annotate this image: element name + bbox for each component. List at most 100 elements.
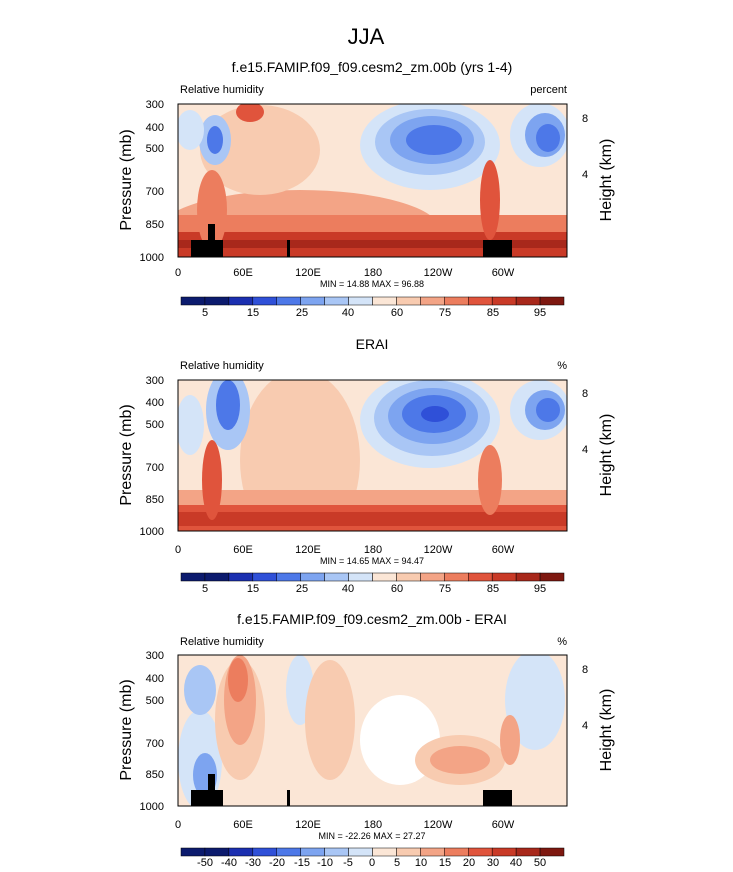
colorbar-box — [348, 847, 373, 857]
colorbar-label: 25 — [296, 307, 308, 319]
y-tick-label: 1000 — [140, 526, 164, 538]
colorbar-label: 85 — [487, 583, 499, 595]
y-tick-label: 500 — [146, 695, 164, 707]
colorbar-label: -5 — [343, 857, 353, 869]
colorbar-box — [539, 847, 565, 857]
y-tick-label: 300 — [146, 650, 164, 662]
colorbar-box — [276, 847, 301, 857]
land-mask — [483, 790, 512, 806]
y-tick-label: 500 — [146, 143, 164, 155]
y-tick-label: 500 — [146, 419, 164, 431]
x-tick-label: 120W — [424, 544, 453, 556]
colorbar-label: 40 — [342, 583, 354, 595]
y2-tick-label: 4 — [582, 720, 588, 732]
colorbar-box — [300, 296, 325, 306]
variable-label: Relative humidity — [180, 360, 264, 372]
colorbar-box — [444, 296, 469, 306]
colorbar-box — [372, 296, 397, 306]
panel-obs: ERAI Relative humidity % 0 60E — [118, 336, 615, 595]
y-tick-labels: 300 400 500 700 850 1000 — [140, 375, 164, 538]
colorbar-box — [204, 847, 230, 857]
y-tick-label: 400 — [146, 397, 164, 409]
min-max-stats: MIN = 14.88 MAX = 96.88 — [320, 279, 424, 289]
panel-model: f.e15.FAMIP.f09_f09.cesm2_zm.00b (yrs 1-… — [118, 59, 615, 319]
colorbar-box — [420, 572, 445, 582]
panel-title: f.e15.FAMIP.f09_f09.cesm2_zm.00b (yrs 1-… — [232, 59, 513, 75]
colorbar-label: 20 — [463, 857, 475, 869]
y-tick-label: 400 — [146, 122, 164, 134]
y-axis-label: Pressure (mb) — [118, 129, 135, 230]
colorbar-box — [300, 572, 325, 582]
colorbar — [180, 572, 565, 582]
colorbar-box — [468, 847, 493, 857]
y-axis-label: Pressure (mb) — [118, 679, 135, 780]
colorbar-label: 30 — [487, 857, 499, 869]
y2-tick-labels: 8 4 — [582, 664, 588, 732]
y2-tick-label: 4 — [582, 444, 588, 456]
colorbar-box — [420, 847, 445, 857]
colorbar — [180, 847, 565, 857]
y2-tick-label: 4 — [582, 169, 588, 181]
colorbar-box — [180, 296, 206, 306]
colorbar-label: -40 — [221, 857, 237, 869]
colorbar-box — [491, 572, 517, 582]
y-tick-label: 700 — [146, 738, 164, 750]
x-tick-label: 60E — [233, 544, 253, 556]
x-tick-labels: 0 60E 120E 180 120W 60W — [175, 544, 515, 556]
colorbar-box — [180, 847, 206, 857]
y-tick-labels: 300 400 500 700 850 1000 — [140, 99, 164, 264]
x-tick-label: 60W — [492, 267, 515, 279]
colorbar-label: -20 — [269, 857, 285, 869]
land-mask — [483, 240, 512, 257]
panel-diff: f.e15.FAMIP.f09_f09.cesm2_zm.00b - ERAI … — [118, 611, 615, 869]
colorbar-box — [444, 847, 469, 857]
min-max-stats: MIN = 14.65 MAX = 94.47 — [320, 556, 424, 566]
y-tick-labels: 300 400 500 700 850 1000 — [140, 650, 164, 813]
y-tick-label: 700 — [146, 186, 164, 198]
x-tick-label: 120E — [295, 544, 321, 556]
variable-label: Relative humidity — [180, 636, 264, 648]
contour-field — [178, 380, 567, 531]
colorbar-label: 95 — [534, 307, 546, 319]
colorbar-box — [228, 296, 254, 306]
plot-frame — [177, 379, 568, 532]
colorbar-label: 0 — [369, 857, 375, 869]
colorbar-label: 15 — [247, 583, 259, 595]
colorbar-box — [252, 847, 277, 857]
colorbar-label: 5 — [202, 583, 208, 595]
colorbar-label: 60 — [391, 307, 403, 319]
land-mask — [208, 224, 215, 241]
colorbar-box — [515, 296, 541, 306]
colorbar-box — [468, 572, 493, 582]
colorbar-label: -15 — [294, 857, 310, 869]
units-label: % — [557, 360, 567, 372]
x-tick-label: 180 — [364, 819, 382, 831]
colorbar-box — [324, 847, 349, 857]
land-mask — [287, 240, 290, 257]
y2-tick-label: 8 — [582, 664, 588, 676]
x-tick-label: 0 — [175, 544, 181, 556]
colorbar-labels: 5 15 25 40 60 75 85 95 — [202, 583, 546, 595]
units-label: % — [557, 636, 567, 648]
y-tick-label: 700 — [146, 462, 164, 474]
colorbar-box — [348, 296, 373, 306]
x-tick-label: 60W — [492, 819, 515, 831]
colorbar-label: 10 — [415, 857, 427, 869]
min-max-stats: MIN = -22.26 MAX = 27.27 — [318, 831, 425, 841]
contour-field — [178, 104, 567, 257]
colorbar-box — [539, 572, 565, 582]
colorbar-box — [300, 847, 325, 857]
panel-title: ERAI — [356, 336, 389, 352]
colorbar-box — [276, 572, 301, 582]
colorbar — [180, 296, 565, 306]
colorbar-box — [372, 847, 397, 857]
colorbar-label: 15 — [247, 307, 259, 319]
colorbar-box — [420, 296, 445, 306]
plot-frame — [177, 103, 568, 258]
land-mask — [191, 240, 223, 257]
colorbar-label: 75 — [439, 583, 451, 595]
x-tick-label: 180 — [364, 544, 382, 556]
x-tick-label: 120E — [295, 267, 321, 279]
x-tick-label: 0 — [175, 819, 181, 831]
